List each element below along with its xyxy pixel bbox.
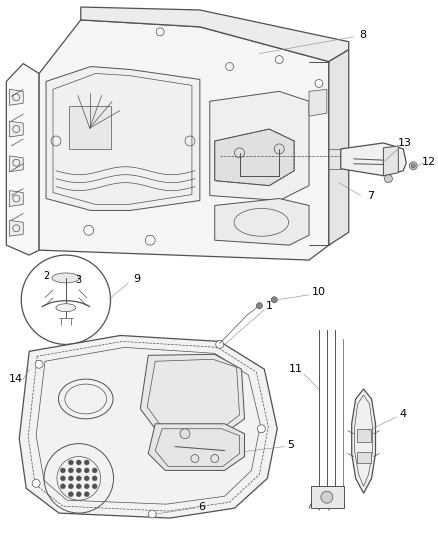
Text: 3: 3 xyxy=(76,275,82,285)
Circle shape xyxy=(32,479,40,487)
Text: 11: 11 xyxy=(289,364,303,374)
Text: 14: 14 xyxy=(9,374,23,384)
Circle shape xyxy=(60,484,65,489)
Text: 9: 9 xyxy=(133,274,140,284)
Circle shape xyxy=(321,491,333,503)
Circle shape xyxy=(411,164,415,168)
Circle shape xyxy=(76,484,81,489)
Circle shape xyxy=(84,468,89,473)
Circle shape xyxy=(68,484,73,489)
Polygon shape xyxy=(9,191,23,206)
Polygon shape xyxy=(210,91,309,200)
Circle shape xyxy=(68,476,73,481)
Polygon shape xyxy=(311,486,344,508)
Polygon shape xyxy=(46,67,200,211)
Polygon shape xyxy=(39,20,329,260)
Text: 7: 7 xyxy=(367,191,374,200)
Polygon shape xyxy=(81,7,349,62)
Polygon shape xyxy=(352,389,375,493)
Circle shape xyxy=(84,484,89,489)
Circle shape xyxy=(92,468,97,473)
Text: 1: 1 xyxy=(266,301,273,311)
Circle shape xyxy=(76,468,81,473)
Polygon shape xyxy=(357,451,371,464)
Text: 13: 13 xyxy=(398,138,412,148)
Circle shape xyxy=(60,476,65,481)
Polygon shape xyxy=(148,424,244,471)
Polygon shape xyxy=(9,121,23,137)
Circle shape xyxy=(148,510,156,518)
Circle shape xyxy=(216,341,224,349)
Circle shape xyxy=(84,460,89,465)
Polygon shape xyxy=(215,198,309,245)
Polygon shape xyxy=(19,335,277,518)
Polygon shape xyxy=(6,63,39,255)
Circle shape xyxy=(258,425,265,433)
Text: 6: 6 xyxy=(198,502,205,512)
Polygon shape xyxy=(9,156,23,172)
Circle shape xyxy=(84,476,89,481)
Circle shape xyxy=(271,297,277,303)
Text: 4: 4 xyxy=(400,409,407,419)
Circle shape xyxy=(68,492,73,497)
Ellipse shape xyxy=(56,304,76,312)
Polygon shape xyxy=(357,429,371,442)
Circle shape xyxy=(385,175,392,183)
Ellipse shape xyxy=(52,273,80,283)
Circle shape xyxy=(256,303,262,309)
Text: 2: 2 xyxy=(43,271,49,281)
Text: 5: 5 xyxy=(288,440,295,450)
Circle shape xyxy=(84,492,89,497)
Circle shape xyxy=(409,162,417,169)
Polygon shape xyxy=(140,354,244,437)
Circle shape xyxy=(76,492,81,497)
Circle shape xyxy=(68,468,73,473)
Circle shape xyxy=(76,476,81,481)
Polygon shape xyxy=(329,50,349,245)
Text: 12: 12 xyxy=(422,157,436,167)
Text: 8: 8 xyxy=(359,30,366,40)
Polygon shape xyxy=(309,90,327,116)
Polygon shape xyxy=(69,106,110,149)
Circle shape xyxy=(60,468,65,473)
Polygon shape xyxy=(9,220,23,236)
Polygon shape xyxy=(341,143,406,176)
Polygon shape xyxy=(215,129,294,185)
Circle shape xyxy=(35,360,43,368)
Circle shape xyxy=(68,460,73,465)
Polygon shape xyxy=(383,146,398,176)
Circle shape xyxy=(92,476,97,481)
Polygon shape xyxy=(9,90,23,105)
Circle shape xyxy=(76,460,81,465)
Circle shape xyxy=(92,484,97,489)
Text: 10: 10 xyxy=(312,287,326,297)
Circle shape xyxy=(180,429,190,439)
